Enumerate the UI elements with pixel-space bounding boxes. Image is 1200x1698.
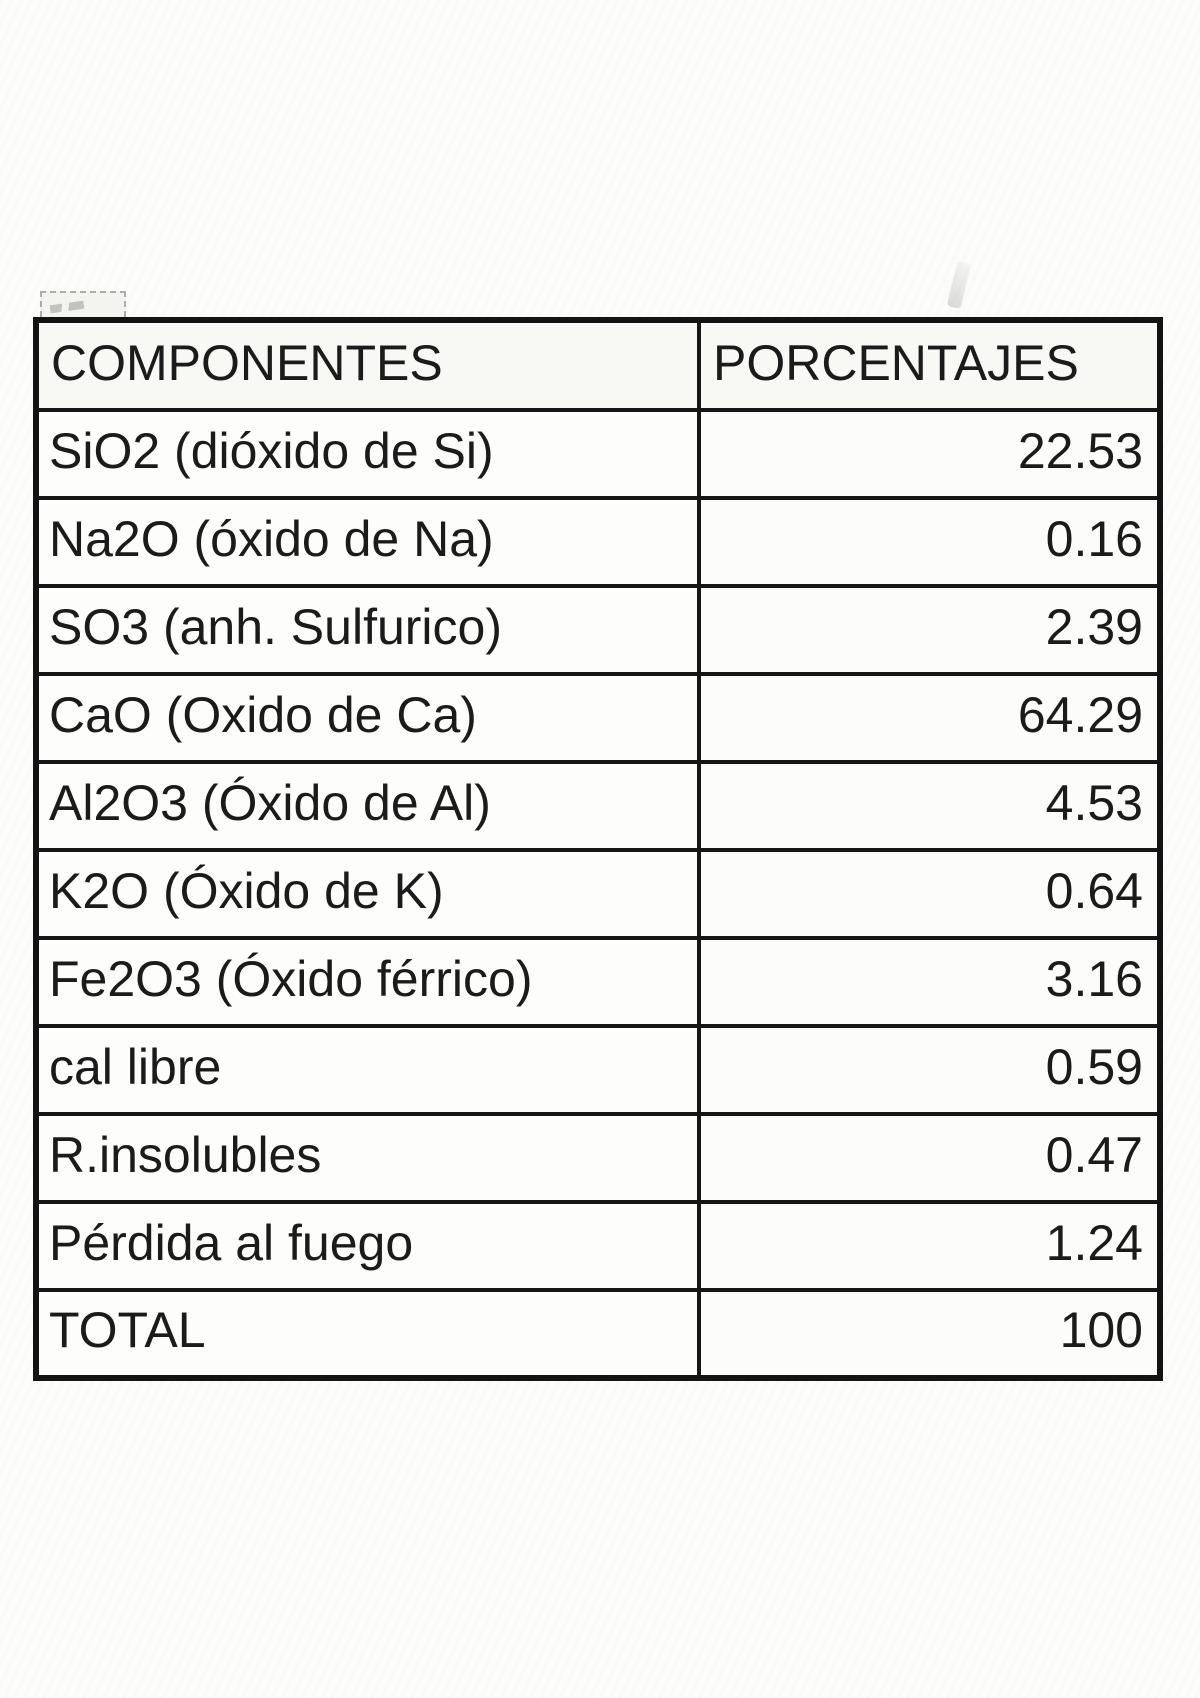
table-row: Fe2O3 (Óxido férrico) 3.16: [34, 936, 1162, 1028]
component-cell: Al2O3 (Óxido de Al): [34, 760, 701, 852]
header-row: COMPONENTES PORCENTAJES: [34, 318, 1162, 412]
table-row: K2O (Óxido de K) 0.64: [34, 848, 1162, 940]
table-row: SiO2 (dióxido de Si) 22.53: [34, 408, 1162, 500]
percentage-cell: 0.59: [697, 1024, 1162, 1116]
percentage-cell: 4.53: [697, 760, 1162, 852]
table-row: Pérdida al fuego 1.24: [34, 1200, 1162, 1292]
percentage-cell: 1.24: [697, 1200, 1162, 1292]
noise-smudge: [946, 260, 972, 310]
table-row: SO3 (anh. Sulfurico) 2.39: [34, 584, 1162, 676]
percentage-cell: 0.64: [697, 848, 1162, 940]
component-cell: CaO (Oxido de Ca): [34, 672, 701, 764]
component-cell: cal libre: [34, 1024, 701, 1116]
components-table: COMPONENTES PORCENTAJES SiO2 (dióxido de…: [33, 317, 1163, 1381]
percentage-cell: 2.39: [697, 584, 1162, 676]
table-row: cal libre 0.59: [34, 1024, 1162, 1116]
percentage-cell: 22.53: [697, 408, 1162, 500]
percentage-cell: 100: [697, 1288, 1162, 1380]
component-cell: Fe2O3 (Óxido férrico): [34, 936, 701, 1028]
component-cell: Na2O (óxido de Na): [34, 496, 701, 588]
table-row: Al2O3 (Óxido de Al) 4.53: [34, 760, 1162, 852]
component-cell: TOTAL: [34, 1288, 701, 1380]
component-cell: SiO2 (dióxido de Si): [34, 408, 701, 500]
component-cell: SO3 (anh. Sulfurico): [34, 584, 701, 676]
header-componentes: COMPONENTES: [34, 318, 701, 412]
table-row: Na2O (óxido de Na) 0.16: [34, 496, 1162, 588]
percentage-cell: 0.47: [697, 1112, 1162, 1204]
percentage-cell: 64.29: [697, 672, 1162, 764]
spreadsheet-cell-artifact: [40, 291, 126, 317]
table-row: R.insolubles 0.47: [34, 1112, 1162, 1204]
component-cell: Pérdida al fuego: [34, 1200, 701, 1292]
percentage-cell: 3.16: [697, 936, 1162, 1028]
header-porcentajes: PORCENTAJES: [697, 318, 1162, 412]
artifact-squiggle: [49, 300, 85, 314]
component-cell: R.insolubles: [34, 1112, 701, 1204]
percentage-cell: 0.16: [697, 496, 1162, 588]
component-cell: K2O (Óxido de K): [34, 848, 701, 940]
table-row: CaO (Oxido de Ca) 64.29: [34, 672, 1162, 764]
table-row: TOTAL 100: [34, 1288, 1162, 1380]
